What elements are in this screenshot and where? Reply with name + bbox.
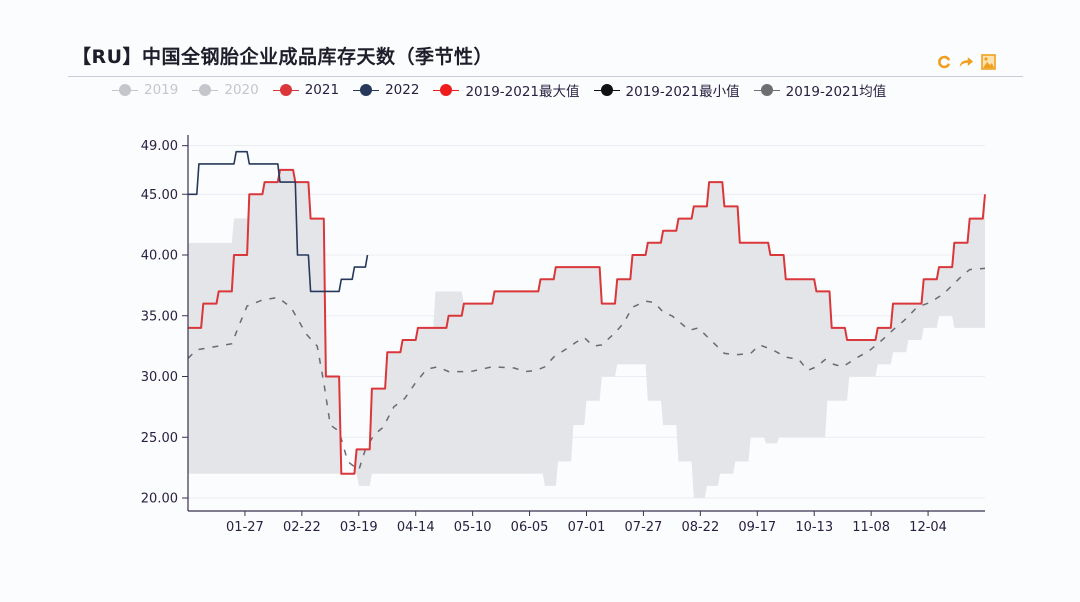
x-tick-label: 07-01 xyxy=(568,520,606,535)
chart-title: 【RU】中国全钢胎企业成品库存天数（季节性） xyxy=(72,46,494,68)
legend-label: 2021 xyxy=(304,82,340,98)
legend-item-6[interactable]: 2019-2021均值 xyxy=(753,80,887,100)
x-tick-label: 06-05 xyxy=(511,520,549,535)
legend-label: 2020 xyxy=(224,82,259,98)
y-tick-label: 49.00 xyxy=(141,139,178,154)
axes: 20.00 25.00 30.00 35.00 40.00 45.00 49.00 01-27… xyxy=(141,135,985,535)
legend-label: 2019-2021最小值 xyxy=(625,84,740,100)
legend-item-2[interactable]: 2021 xyxy=(272,82,340,98)
y-tick-label: 35.00 xyxy=(141,309,178,324)
title-divider xyxy=(68,76,1023,77)
series-2022-line xyxy=(188,150,369,293)
chart-toolbar xyxy=(936,54,996,70)
legend-marker-icon xyxy=(192,82,219,98)
x-tick-label: 05-10 xyxy=(454,520,492,535)
series-lines xyxy=(187,150,986,475)
legend-label: 2019 xyxy=(144,82,179,98)
x-tick-label: 09-17 xyxy=(738,520,776,535)
chart-legend: 2019 2020 2021 2022 2019-2021最大值 2019-2021最小值… xyxy=(112,80,886,100)
x-tick-label: 12-04 xyxy=(909,520,947,535)
legend-marker-icon xyxy=(272,82,299,98)
mean-line xyxy=(187,267,986,472)
x-tick-label: 02-22 xyxy=(283,520,321,535)
x-tick-label: 04-14 xyxy=(397,520,435,535)
legend-marker-icon xyxy=(433,82,460,98)
share-icon xyxy=(959,57,974,68)
x-tick-label: 11-08 xyxy=(852,520,890,535)
legend-label: 2022 xyxy=(385,82,420,98)
legend-marker-icon xyxy=(353,82,380,98)
legend-marker-icon xyxy=(753,82,780,98)
refresh-icon xyxy=(938,55,950,69)
legend-marker-icon xyxy=(593,82,620,98)
share-button[interactable] xyxy=(958,54,974,70)
x-tick-label: 07-27 xyxy=(625,520,663,535)
refresh-button[interactable] xyxy=(936,54,952,70)
save-image-icon xyxy=(980,54,996,70)
y-tick-label: 30.00 xyxy=(141,370,178,385)
legend-item-4[interactable]: 2019-2021最大值 xyxy=(433,80,580,100)
x-tick-label: 03-19 xyxy=(340,520,378,535)
legend-item-0[interactable]: 2019 xyxy=(112,82,178,98)
legend-item-3[interactable]: 2022 xyxy=(353,82,419,98)
legend-label: 2019-2021最大值 xyxy=(465,84,580,100)
x-tick-label: 01-27 xyxy=(226,520,264,535)
x-tick-label: 08-22 xyxy=(681,520,719,535)
y-tick-label: 40.00 xyxy=(141,249,178,264)
legend-label: 2019-2021均值 xyxy=(785,84,887,100)
x-tick-label: 10-13 xyxy=(795,520,833,535)
y-tick-label: 20.00 xyxy=(141,492,178,507)
legend-item-5[interactable]: 2019-2021最小值 xyxy=(593,80,740,100)
min-max-band-area xyxy=(188,169,985,498)
min-max-band xyxy=(188,169,985,498)
legend-item-1[interactable]: 2020 xyxy=(192,82,259,98)
save-image-button[interactable] xyxy=(980,54,996,70)
y-tick-label: 45.00 xyxy=(141,188,178,203)
legend-marker-icon xyxy=(112,82,138,98)
y-tick-label: 25.00 xyxy=(141,431,178,446)
